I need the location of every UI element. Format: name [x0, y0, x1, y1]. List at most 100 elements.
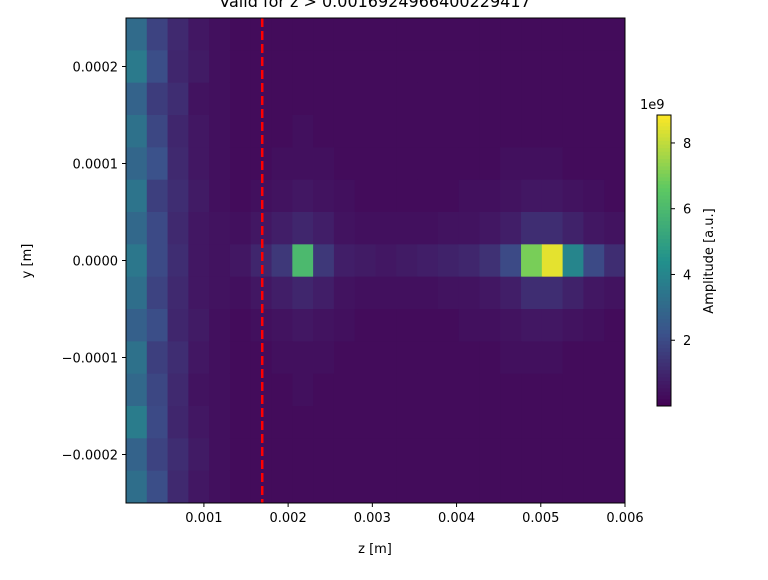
heatmap-cell: [562, 18, 584, 51]
heatmap-cell: [229, 115, 252, 148]
heatmap-cell: [126, 115, 148, 148]
heatmap-cell: [354, 438, 376, 472]
heatmap-cell: [188, 276, 210, 310]
colorbar-segment: [657, 300, 671, 305]
heatmap-cell: [541, 115, 564, 148]
heatmap-cell: [562, 115, 584, 148]
heatmap-cell: [458, 179, 480, 213]
colorbar-segment: [657, 329, 671, 334]
heatmap-cell: [500, 276, 522, 310]
heatmap-cell: [229, 50, 252, 84]
heatmap-cell: [209, 470, 231, 504]
colorbar-tick-label: 4: [683, 268, 691, 283]
heatmap-cell: [146, 406, 169, 439]
colorbar-segment: [657, 322, 671, 327]
heatmap-cell: [313, 276, 335, 310]
heatmap-cell: [458, 18, 480, 51]
heatmap-cell: [583, 115, 605, 148]
heatmap-cell: [541, 212, 564, 245]
colorbar-segment: [657, 315, 671, 320]
heatmap-cell: [562, 309, 584, 342]
heatmap-cell: [292, 373, 314, 407]
heatmap-cell: [417, 82, 439, 116]
heatmap-cell: [437, 373, 460, 407]
heatmap-cell: [458, 309, 480, 342]
heatmap-cell: [396, 373, 418, 407]
heatmap-cell: [292, 50, 314, 84]
colorbar-tick-label: 6: [683, 203, 691, 218]
colorbar-segment: [657, 191, 671, 196]
heatmap-cell: [437, 179, 460, 213]
heatmap-cell: [209, 438, 231, 472]
heatmap-cell: [458, 244, 480, 278]
heatmap-cell: [292, 470, 314, 504]
heatmap-cell: [562, 244, 584, 278]
heatmap-cell: [417, 115, 439, 148]
colorbar-segment: [657, 355, 671, 360]
heatmap-cell: [167, 438, 189, 472]
heatmap-cell: [126, 179, 148, 213]
heatmap-cell: [437, 309, 460, 342]
heatmap-cell: [375, 212, 397, 245]
heatmap-cell: [500, 212, 522, 245]
heatmap-cell: [188, 115, 210, 148]
heatmap-cell: [126, 470, 148, 504]
heatmap-cell: [354, 406, 376, 439]
y-tick-label: −0.0001: [62, 352, 118, 367]
colorbar-segment: [657, 227, 671, 232]
colorbar-segment: [657, 169, 671, 174]
y-tick-label: 0.0000: [73, 255, 119, 270]
heatmap-cell: [396, 179, 418, 213]
heatmap-cell: [396, 212, 418, 245]
heatmap-cell: [479, 309, 501, 342]
heatmap-cell: [313, 470, 335, 504]
heatmap-cell: [521, 18, 543, 51]
colorbar-segment: [657, 333, 671, 338]
heatmap-cell: [396, 147, 418, 181]
heatmap-cell: [209, 50, 231, 84]
colorbar-segment: [657, 253, 671, 258]
colorbar-segment: [657, 296, 671, 302]
colorbar-segment: [657, 347, 671, 352]
heatmap-cell: [271, 18, 293, 51]
colorbar-label: Amplitude [a.u.]: [702, 208, 717, 313]
heatmap-cell: [500, 406, 522, 439]
heatmap-cell: [417, 373, 439, 407]
heatmap-cell: [437, 147, 460, 181]
heatmap-cell: [333, 147, 356, 181]
colorbar-segment: [657, 180, 671, 185]
heatmap-cell: [604, 82, 626, 116]
heatmap-cell: [521, 179, 543, 213]
heatmap-cell: [354, 309, 376, 342]
heatmap-cell: [521, 373, 543, 407]
heatmap-cell: [375, 179, 397, 213]
colorbar-segment: [657, 249, 671, 254]
heatmap-cell: [375, 147, 397, 181]
heatmap-cell: [209, 244, 231, 278]
heatmap-cell: [167, 82, 189, 116]
heatmap-cell: [604, 50, 626, 84]
heatmap-cell: [562, 470, 584, 504]
heatmap-cell: [333, 438, 356, 472]
heatmap-cell: [126, 276, 148, 310]
heatmap-cell: [209, 212, 231, 245]
heatmap-cell: [188, 373, 210, 407]
heatmap-cell: [271, 373, 293, 407]
heatmap-cell: [396, 341, 418, 375]
heatmap-cell: [229, 341, 252, 375]
heatmap-cell: [500, 50, 522, 84]
heatmap-cell: [396, 244, 418, 278]
colorbar-segment: [657, 344, 671, 349]
heatmap-cell: [396, 50, 418, 84]
colorbar-segment: [657, 136, 671, 141]
heatmap-cell: [375, 244, 397, 278]
colorbar-segment: [657, 187, 671, 192]
colorbar-segment: [657, 260, 671, 265]
heatmap-cell: [396, 309, 418, 342]
colorbar-segment: [657, 231, 671, 236]
heatmap-cell: [126, 18, 148, 51]
heatmap-cell: [521, 115, 543, 148]
heatmap-cell: [229, 212, 252, 245]
heatmap-cell: [146, 470, 169, 504]
heatmap-cell: [437, 438, 460, 472]
